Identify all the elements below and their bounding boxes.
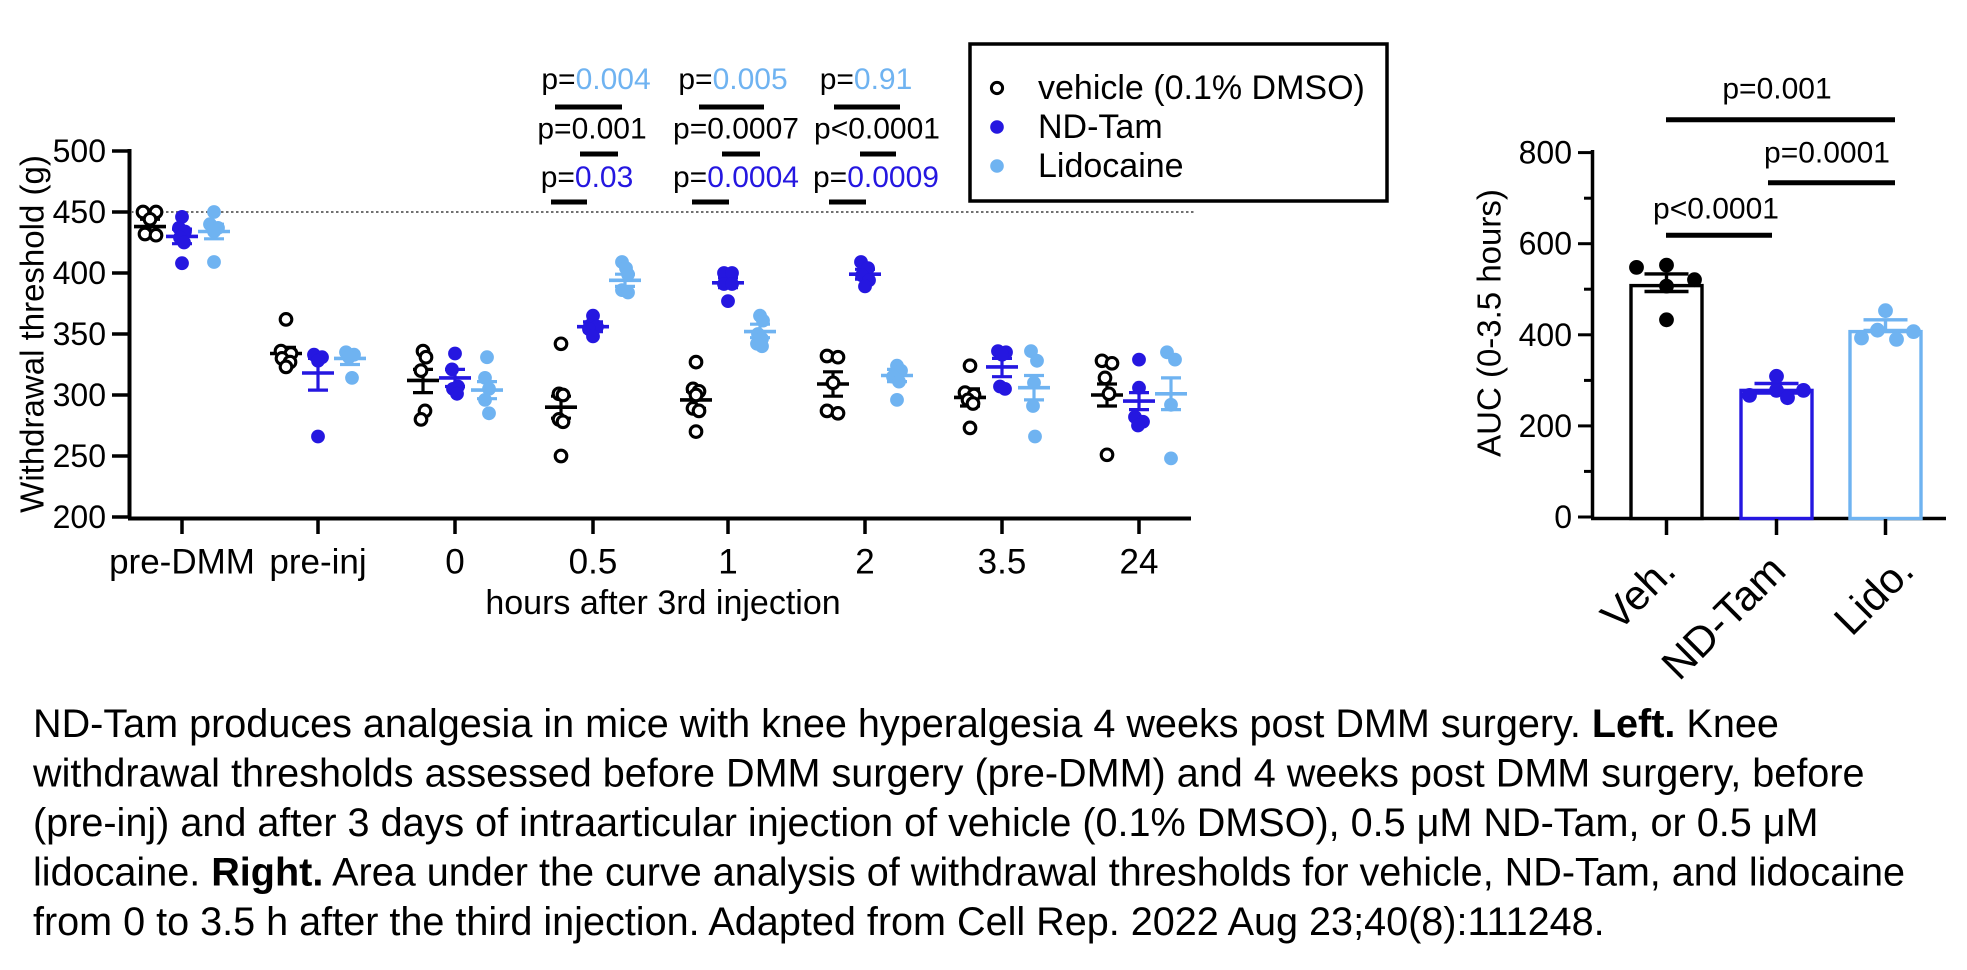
svg-text:2: 2 <box>855 543 874 582</box>
svg-text:p=0.005: p=0.005 <box>678 63 787 96</box>
svg-text:pre-DMM: pre-DMM <box>109 543 255 582</box>
svg-text:800: 800 <box>1519 135 1572 171</box>
svg-text:hours after 3rd injection: hours after 3rd injection <box>485 584 840 622</box>
svg-text:p=0.0007: p=0.0007 <box>673 113 799 146</box>
svg-text:200: 200 <box>53 499 106 535</box>
svg-text:500: 500 <box>53 133 106 169</box>
svg-text:p<0.0001: p<0.0001 <box>1653 193 1779 226</box>
svg-text:p<0.0001: p<0.0001 <box>814 113 940 146</box>
svg-text:0: 0 <box>445 543 464 582</box>
svg-text:1: 1 <box>718 543 737 582</box>
svg-text:ND-Tam produces analgesia in m: ND-Tam produces analgesia in mice with k… <box>33 702 1779 746</box>
svg-text:Lidocaine: Lidocaine <box>1038 147 1184 185</box>
svg-text:3.5: 3.5 <box>978 543 1027 582</box>
svg-text:lidocaine. Right. Area under t: lidocaine. Right. Area under the curve a… <box>33 851 1905 895</box>
svg-text:Withdrawal threshold (g): Withdrawal threshold (g) <box>14 155 51 513</box>
svg-text:pre-inj: pre-inj <box>269 543 366 582</box>
svg-text:0.5: 0.5 <box>569 543 618 582</box>
svg-text:450: 450 <box>53 194 106 230</box>
svg-text:p=0.004: p=0.004 <box>541 63 650 96</box>
svg-text:250: 250 <box>53 438 106 474</box>
svg-text:0: 0 <box>1554 499 1572 535</box>
svg-text:350: 350 <box>53 316 106 352</box>
svg-text:from 0 to 3.5 h after the thir: from 0 to 3.5 h after the third injectio… <box>33 900 1605 944</box>
svg-text:p=0.91: p=0.91 <box>820 63 913 96</box>
svg-text:24: 24 <box>1120 543 1159 582</box>
svg-text:AUC (0-3.5 hours): AUC (0-3.5 hours) <box>1471 189 1508 457</box>
svg-text:400: 400 <box>1519 317 1572 353</box>
svg-text:600: 600 <box>1519 226 1572 262</box>
svg-text:400: 400 <box>53 255 106 291</box>
svg-text:300: 300 <box>53 377 106 413</box>
svg-text:vehicle (0.1% DMSO): vehicle (0.1% DMSO) <box>1038 69 1365 107</box>
svg-text:p=0.0001: p=0.0001 <box>1764 137 1890 170</box>
svg-text:(pre-inj) and after 3 days of: (pre-inj) and after 3 days of intraartic… <box>33 801 1818 845</box>
svg-text:p=0.001: p=0.001 <box>537 113 646 146</box>
svg-text:p=0.0009: p=0.0009 <box>813 161 939 194</box>
svg-text:p=0.03: p=0.03 <box>541 161 634 194</box>
svg-text:p=0.0004: p=0.0004 <box>673 161 799 194</box>
svg-text:ND-Tam: ND-Tam <box>1038 108 1163 146</box>
svg-text:withdrawal thresholds assessed: withdrawal thresholds assessed before DM… <box>32 752 1865 796</box>
svg-text:200: 200 <box>1519 408 1572 444</box>
svg-text:p=0.001: p=0.001 <box>1722 73 1831 106</box>
